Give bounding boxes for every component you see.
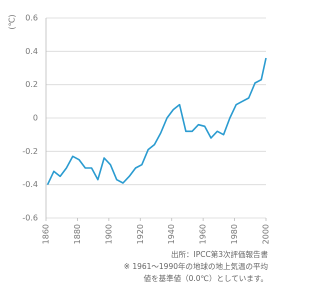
data-line xyxy=(46,57,267,186)
note: ※ 1961〜1990年の地球の地上気温の平均 xyxy=(124,261,268,271)
y-tick-label: 0.2 xyxy=(25,80,38,89)
x-tick-label: 1880 xyxy=(73,224,82,244)
y-tick-label: -0.4 xyxy=(22,180,38,189)
y-tick-label: -0.2 xyxy=(22,147,38,156)
y-tick-label: 0.4 xyxy=(25,47,38,56)
y-axis-label: (℃) xyxy=(8,14,17,29)
x-tick-label: 1960 xyxy=(199,224,208,244)
x-tick-label: 1860 xyxy=(42,224,51,244)
note: 値を基準値（0.0℃）としています。 xyxy=(144,273,268,283)
x-tick-label: 1980 xyxy=(230,224,239,244)
source-note: 出所：IPCC第3次評価報告書 xyxy=(171,249,268,259)
y-tick-label: -0.6 xyxy=(22,214,38,223)
chart: (℃) 出所：IPCC第3次評価報告書 ※ 1961〜1990年の地球の地上気温… xyxy=(8,14,271,284)
x-tick-label: 2000 xyxy=(262,224,271,244)
x-tick-label: 1900 xyxy=(104,224,113,244)
x-tick-label: 1920 xyxy=(136,224,145,244)
y-tick-label: 0 xyxy=(33,114,38,123)
y-tick-label: 0.6 xyxy=(25,14,38,23)
x-tick-label: 1940 xyxy=(167,224,176,244)
